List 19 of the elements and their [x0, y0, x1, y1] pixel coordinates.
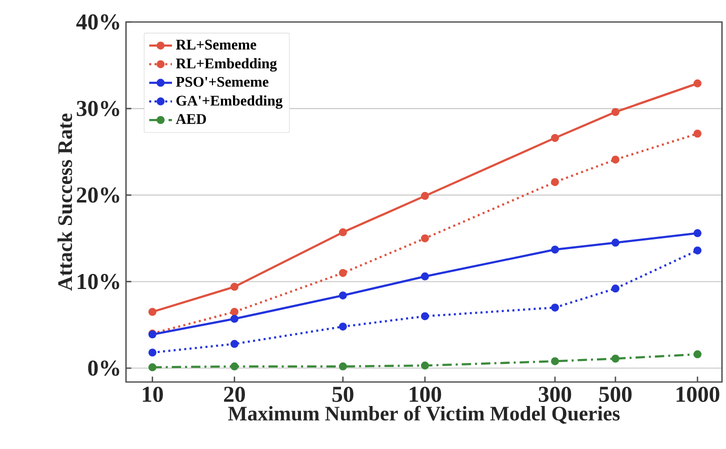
- legend-label: AED: [176, 114, 206, 124]
- x-tick-label: 1000: [676, 386, 720, 402]
- y-axis-title: Attack Success Rate: [58, 114, 72, 291]
- x-tick-label: 500: [599, 386, 632, 402]
- x-tick-label: 10: [142, 386, 163, 402]
- legend-label: PSO'+Sememe: [176, 76, 268, 87]
- x-tick-label: 100: [410, 386, 442, 402]
- legend-label: RL+Sememe: [176, 40, 256, 50]
- y-tick-label: 30%: [76, 100, 120, 116]
- y-tick-label: 20%: [76, 187, 120, 203]
- legend-label: RL+Embedding: [176, 58, 277, 72]
- x-axis-title: Maximum Number of Victim Model Queries: [228, 406, 620, 424]
- y-tick-label: 10%: [78, 274, 120, 290]
- y-tick-label: 40%: [76, 14, 120, 30]
- legend-label: GA'+Embedding: [176, 95, 283, 109]
- x-tick-label: 300: [538, 386, 572, 402]
- x-tick-label: 20: [224, 386, 245, 402]
- x-tick-label: 50: [332, 386, 354, 402]
- y-tick-label: 0%: [88, 360, 120, 376]
